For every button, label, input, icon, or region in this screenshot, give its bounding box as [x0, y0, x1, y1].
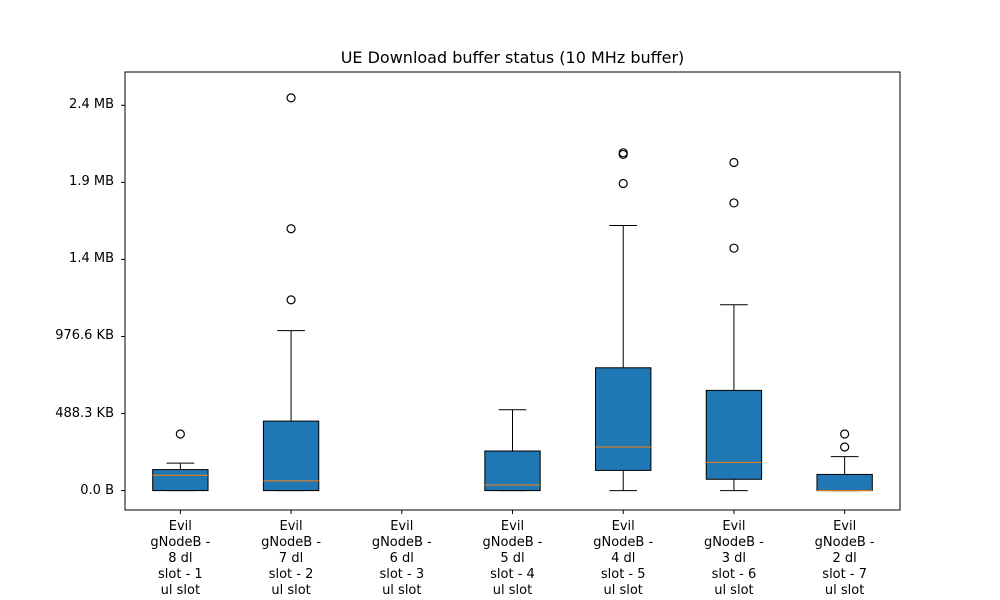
x-tick-label: Evil gNodeB - 7 dl slot - 2 ul slot [261, 519, 322, 598]
y-axis-ticks [121, 104, 125, 492]
box-iqr [262, 420, 320, 492]
y-tick-label: 976.6 KB [55, 328, 114, 344]
outlier-point [286, 93, 296, 103]
outlier-point [729, 243, 739, 253]
outlier-point [175, 429, 185, 439]
boxes-group [152, 93, 873, 492]
box-iqr [595, 367, 652, 471]
y-tick-label: 2.4 MB [69, 97, 114, 113]
box-iqr [705, 389, 763, 480]
outlier-point [618, 178, 628, 189]
x-tick-label: Evil gNodeB - 3 dl slot - 6 ul slot [703, 519, 764, 598]
x-tick-label: Evil gNodeB - 4 dl slot - 5 ul slot [593, 519, 654, 598]
box-1 [152, 429, 209, 492]
box-iqr [484, 450, 541, 492]
outlier-point [840, 429, 850, 439]
box-4 [484, 409, 541, 492]
outlier-point [840, 442, 850, 452]
box-2 [262, 93, 320, 492]
y-tick-label: 1.9 MB [69, 174, 114, 190]
outlier-point [286, 224, 296, 234]
outlier-point [286, 295, 296, 305]
x-tick-label: Evil gNodeB - 8 dl slot - 1 ul slot [150, 519, 211, 598]
box-7 [816, 429, 873, 492]
y-tick-label: 488.3 KB [55, 405, 114, 421]
box-iqr [152, 469, 209, 492]
x-tick-label: Evil gNodeB - 2 dl slot - 7 ul slot [814, 519, 875, 598]
x-tick-label: Evil gNodeB - 5 dl slot - 4 ul slot [482, 519, 543, 598]
box-6 [705, 157, 763, 492]
outlier-point [729, 157, 739, 168]
box-5 [595, 148, 652, 492]
outlier-point [729, 198, 739, 208]
x-axis-ticks [179, 510, 846, 514]
chart-title: UE Download buffer status (10 MHz buffer… [340, 48, 685, 67]
x-tick-label: Evil gNodeB - 6 dl slot - 3 ul slot [371, 519, 432, 598]
y-tick-label: 1.4 MB [69, 251, 114, 267]
outlier-point [618, 148, 628, 158]
y-tick-label: 0.0 B [80, 482, 114, 498]
box-iqr [816, 473, 873, 492]
